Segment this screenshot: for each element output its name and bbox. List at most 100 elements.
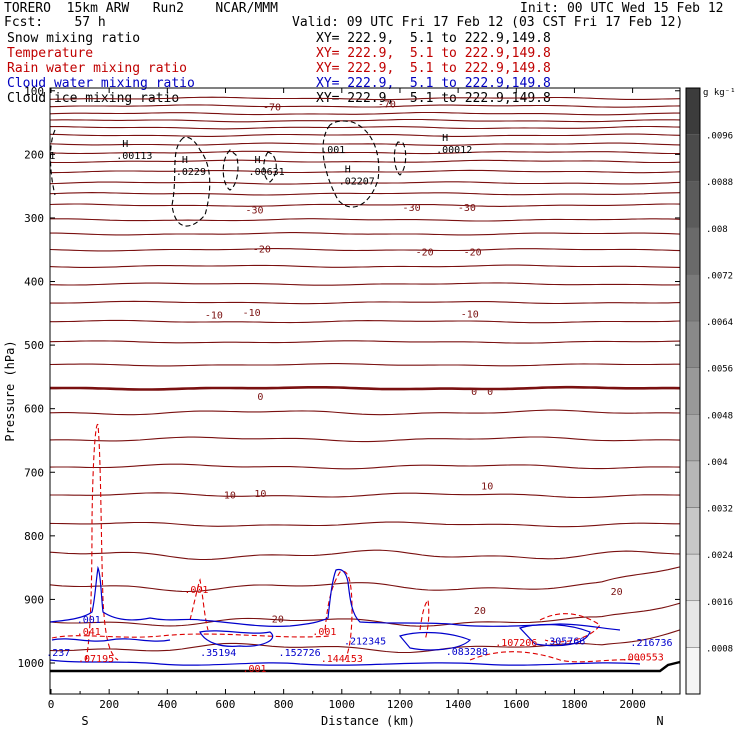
- isotherm-line: [49, 264, 681, 268]
- colorbar-frame: [685, 87, 701, 695]
- x-tick-label: 400: [157, 698, 177, 711]
- cloud-water-contour: [398, 631, 472, 651]
- snow-contour: [49, 129, 56, 196]
- rain-label: .000553: [622, 653, 664, 664]
- snow-contour: [171, 136, 211, 227]
- temperature-isotherms: [49, 96, 681, 673]
- isotherm-line: [50, 232, 681, 236]
- isotherm-line: [50, 319, 681, 324]
- cloud-water-contours: [49, 565, 641, 666]
- y-tick-label: 200: [24, 148, 44, 161]
- colorbar-swatch: [685, 553, 701, 602]
- cloud-water-contour: [51, 638, 171, 642]
- colorbar-label: .0096: [706, 132, 733, 142]
- y-tick-label: 1000: [18, 657, 45, 670]
- colorbar: .0096 .0088 .008 .0072 .0064 .0056 .0048 .004 .0…: [685, 87, 733, 695]
- colorbar-swatch: [685, 600, 701, 648]
- isotherm-line: [49, 521, 680, 528]
- isotherm-line: [49, 409, 681, 416]
- temperature-label: -30: [403, 203, 421, 214]
- y-tick-label: 100: [24, 85, 44, 98]
- field-xy-cloud-water: XY= 222.9, 5.1 to 222.9,149.8: [316, 76, 551, 91]
- cloud-water-contour: [199, 630, 274, 647]
- isotherm-line: [49, 248, 681, 252]
- snow-max-marker: H: [345, 165, 351, 176]
- endpoint-right: N: [656, 714, 663, 728]
- isotherm-line: [49, 181, 681, 185]
- colorbar-swatch: [685, 274, 701, 322]
- rain-contour: [189, 578, 209, 631]
- colorbar-swatch: [685, 320, 701, 368]
- colorbar-swatch: [685, 507, 701, 555]
- isotherm-line: [49, 549, 681, 561]
- snow-max-value: .02207: [339, 177, 375, 188]
- contour-labels: -70 -70-30 -30 -30-20 -20 -20-10 -10 -100 0 010 10…: [46, 99, 672, 675]
- colorbar-swatch: [685, 180, 701, 229]
- snow-contour: [322, 120, 380, 208]
- colorbar-label: .0008: [706, 644, 733, 654]
- plot-frame: [49, 87, 681, 695]
- x-axis-label: Distance (km): [321, 714, 415, 728]
- rain-label: .144153: [321, 654, 363, 665]
- colorbar-swatch: [685, 414, 701, 462]
- snow-max-value: .0229: [176, 167, 206, 178]
- temperature-label: -10: [243, 308, 261, 319]
- field-xy-temperature: XY= 222.9, 5.1 to 222.9,149.8: [316, 46, 551, 61]
- isotherm-line: [49, 133, 681, 137]
- temperature-label: 10: [224, 491, 236, 502]
- isotherm-line: [49, 192, 681, 196]
- snow-max-value: .00631: [249, 167, 285, 178]
- snow-contour: [222, 149, 239, 191]
- isotherm-line: [49, 111, 680, 116]
- x-tick-label: 1200: [387, 698, 414, 711]
- temperature-label: 20: [474, 606, 486, 617]
- colorbar-label: .0024: [706, 551, 733, 561]
- colorbar-label: .0056: [706, 365, 733, 375]
- isotherm-line: [49, 159, 681, 164]
- colorbar-swatch: [685, 367, 701, 415]
- y-tick-label: 600: [24, 403, 44, 416]
- snow-max-marker: H: [255, 155, 261, 166]
- field-label-temperature: Temperature: [7, 46, 94, 61]
- rain-label: .041: [77, 627, 101, 638]
- isotherm-line: [49, 463, 681, 470]
- rain-label: .001: [243, 664, 267, 675]
- y-tick-label: 900: [24, 593, 44, 606]
- isotherm-line: [49, 340, 681, 344]
- colorbar-swatch: [685, 647, 701, 695]
- isotherm-line: [50, 218, 681, 222]
- isotherm-line: [49, 150, 680, 155]
- colorbar-label: .0048: [706, 411, 733, 421]
- y-tick-label: 700: [24, 466, 44, 479]
- temperature-label: -20: [253, 244, 271, 255]
- isotherm-line: [49, 118, 681, 123]
- colorbar-label: .004: [706, 458, 728, 468]
- header-fcst: Fcst: 57 h: [4, 15, 106, 30]
- rain-contour: [51, 633, 331, 639]
- header-model: TORERO 15km ARW Run2 NCAR/MMM: [4, 1, 278, 16]
- cloud-water-label: .083288: [446, 647, 488, 658]
- isotherm-line: [49, 142, 681, 146]
- ground-line: [50, 660, 681, 673]
- x-tick-label: 200: [99, 698, 119, 711]
- isotherm-line: [50, 385, 681, 391]
- y-tick-label: 800: [24, 530, 44, 543]
- x-tick-label: 1000: [329, 698, 356, 711]
- header-valid: Valid: 09 UTC Fri 17 Feb 12 (03 CST Fri …: [292, 15, 684, 30]
- rain-label: .001: [312, 627, 336, 638]
- rain-contour: [419, 598, 430, 641]
- x-tick-label: 600: [216, 698, 236, 711]
- temperature-label: -70: [378, 99, 396, 110]
- colorbar-swatch: [685, 134, 701, 182]
- temperature-label: 20: [272, 614, 284, 625]
- temperature-label: -30: [246, 206, 264, 217]
- y-axis-label: Pressure (hPa): [3, 340, 17, 441]
- cloud-water-contour: [518, 623, 591, 647]
- x-tick-label: 800: [274, 698, 294, 711]
- isotherm-line: [49, 363, 680, 367]
- x-tick-label: 0: [48, 698, 55, 711]
- axes: 0 200 400 600 800 1000 1200 1400 1600 1800 2000100…: [18, 85, 680, 711]
- temperature-label: 0: [471, 387, 477, 398]
- temperature-label: 0: [487, 387, 493, 398]
